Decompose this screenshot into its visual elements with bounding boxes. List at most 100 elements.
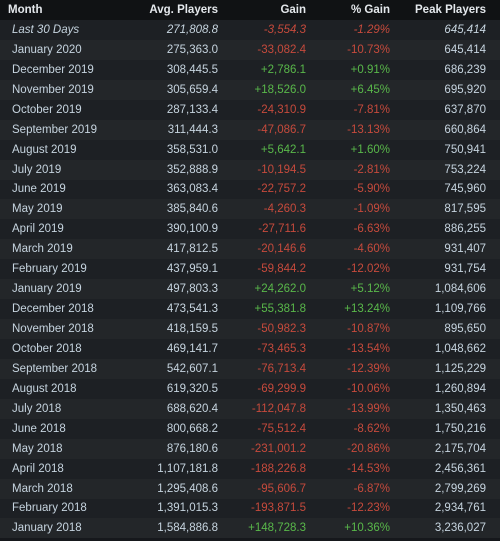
percent-gain-cell: +13.24% [344, 303, 390, 316]
month-cell: December 2018 [12, 303, 94, 316]
peak-players-cell: 3,236,027 [434, 522, 486, 535]
table-row: August 2018 619,320.5 -69,299.9 -10.06% 1,26… [0, 378, 500, 399]
table-row: May 2018 876,180.6 -231,001.2 -20.86% 2,175,… [0, 438, 500, 459]
peak-players-cell: 1,260,894 [434, 382, 486, 395]
month-cell: September 2018 [12, 362, 98, 375]
table-row: March 2018 1,295,408.6 -95,606.7 -6.87% 2,79… [0, 478, 500, 499]
peak-players-cell: 1,350,463 [434, 402, 486, 415]
gain-cell: +55,381.8 [254, 303, 306, 316]
peak-players-cell: 1,048,662 [434, 342, 486, 355]
table-row: January 2020 275,363.0 -33,082.4 -10.73% 645… [0, 39, 500, 60]
table-row: August 2019 358,531.0 +5,642.1 +1.60% 750,94… [0, 139, 500, 160]
month-cell: October 2019 [12, 103, 82, 116]
percent-gain-cell: -12.39% [347, 362, 390, 375]
percent-gain-cell: -13.54% [347, 342, 390, 355]
percent-gain-cell: -6.63% [353, 223, 390, 236]
table-row: July 2019 352,888.9 -10,194.5 -2.81% 753,224 [0, 159, 500, 180]
month-cell: July 2018 [12, 402, 62, 415]
avg-players-cell: 271,808.8 [166, 23, 218, 36]
peak-players-cell: 1,125,229 [434, 362, 486, 375]
month-cell: April 2019 [12, 223, 64, 236]
table-row: November 2019 305,659.4 +18,526.0 +6.45% 695… [0, 79, 500, 100]
peak-players-cell: 645,414 [444, 23, 486, 36]
peak-players-cell: 1,750,216 [434, 422, 486, 435]
peak-players-cell: 2,175,704 [434, 442, 486, 455]
percent-gain-cell: -10.87% [347, 323, 390, 336]
gain-cell: +5,642.1 [260, 143, 306, 156]
peak-players-cell: 895,650 [444, 323, 486, 336]
peak-players-cell: 931,407 [444, 243, 486, 256]
peak-players-cell: 750,941 [444, 143, 486, 156]
percent-gain-cell: +5.12% [350, 283, 390, 296]
gain-cell: +148,728.3 [248, 522, 306, 535]
month-cell: July 2019 [12, 163, 62, 176]
peak-players-cell: 886,255 [444, 223, 486, 236]
gain-cell: -188,226.8 [251, 462, 306, 475]
avg-players-cell: 1,107,181.8 [157, 462, 218, 475]
gain-cell: -76,713.4 [257, 362, 306, 375]
percent-gain-cell: -20.86% [347, 442, 390, 455]
avg-players-cell: 876,180.6 [166, 442, 218, 455]
peak-players-cell: 645,414 [444, 43, 486, 56]
avg-players-cell: 287,133.4 [166, 103, 218, 116]
percent-gain-cell: +6.45% [350, 83, 390, 96]
gain-column-header[interactable]: Gain [224, 0, 312, 20]
peak-players-cell: 1,084,606 [434, 283, 486, 296]
peak-players-cell: 637,870 [444, 103, 486, 116]
month-column-header[interactable]: Month [0, 0, 132, 20]
table-row: June 2018 800,668.2 -75,512.4 -8.62% 1,750,2… [0, 418, 500, 439]
month-cell: October 2018 [12, 342, 82, 355]
avg-players-cell: 308,445.5 [166, 63, 218, 76]
percent-gain-cell: +1.60% [350, 143, 390, 156]
avg-players-cell: 311,444.3 [167, 123, 218, 136]
month-cell: February 2018 [12, 502, 87, 515]
avg-players-cell: 469,141.7 [166, 342, 218, 355]
peak-players-column-header[interactable]: Peak Players [396, 0, 500, 20]
avg-players-cell: 390,100.9 [166, 223, 218, 236]
peak-players-cell: 745,960 [444, 183, 486, 196]
gain-cell: -231,001.2 [251, 442, 306, 455]
gain-cell: -73,465.3 [257, 342, 306, 355]
table-body: Last 30 Days 271,808.8 -3,554.3 -1.29% 645,4… [0, 20, 500, 539]
gain-cell: -69,299.9 [257, 382, 306, 395]
month-cell: May 2019 [12, 203, 63, 216]
avg-players-cell: 800,668.2 [166, 422, 218, 435]
avg-players-cell: 275,363.0 [166, 43, 218, 56]
table-row: October 2019 287,133.4 -24,310.9 -7.81% 637,… [0, 99, 500, 120]
avg-players-column-header[interactable]: Avg. Players [132, 0, 224, 20]
table-row: September 2019 311,444.3 -47,086.7 -13.13% 6… [0, 119, 500, 140]
percent-gain-column-header[interactable]: % Gain [312, 0, 396, 20]
percent-gain-cell: -8.62% [353, 422, 390, 435]
table-row: September 2018 542,607.1 -76,713.4 -12.39% 1… [0, 358, 500, 379]
percent-gain-cell: -1.09% [353, 203, 390, 216]
month-cell: August 2019 [12, 143, 77, 156]
gain-cell: -47,086.7 [257, 123, 306, 136]
header-row: Month Avg. Players Gain % Gain Peak Play… [0, 0, 500, 20]
peak-players-cell: 2,934,761 [434, 502, 486, 515]
month-cell: January 2019 [12, 283, 82, 296]
percent-gain-cell: -4.60% [353, 243, 390, 256]
month-cell: September 2019 [12, 123, 98, 136]
table-header: Month Avg. Players Gain % Gain Peak Play… [0, 0, 500, 20]
peak-players-cell: 2,799,269 [434, 482, 486, 495]
gain-cell: +2,786.1 [260, 63, 306, 76]
month-cell: August 2018 [12, 382, 77, 395]
avg-players-cell: 619,320.5 [166, 382, 218, 395]
gain-cell: -20,146.6 [257, 243, 306, 256]
gain-cell: -112,047.8 [251, 402, 306, 415]
gain-cell: -95,606.7 [257, 482, 306, 495]
table-row: June 2019 363,083.4 -22,757.2 -5.90% 745,960 [0, 179, 500, 200]
avg-players-cell: 473,541.3 [166, 303, 218, 316]
month-cell: April 2018 [12, 462, 64, 475]
avg-players-cell: 352,888.9 [166, 163, 218, 176]
avg-players-cell: 1,295,408.6 [157, 482, 218, 495]
month-cell: November 2018 [12, 323, 94, 336]
month-cell: November 2019 [12, 83, 94, 96]
percent-gain-cell: -2.81% [353, 163, 390, 176]
peak-players-cell: 660,864 [444, 123, 486, 136]
peak-players-cell: 753,224 [444, 163, 486, 176]
peak-players-cell: 2,456,361 [434, 462, 486, 475]
percent-gain-cell: -13.13% [347, 123, 390, 136]
month-cell: January 2020 [12, 43, 82, 56]
month-cell: June 2018 [12, 422, 66, 435]
